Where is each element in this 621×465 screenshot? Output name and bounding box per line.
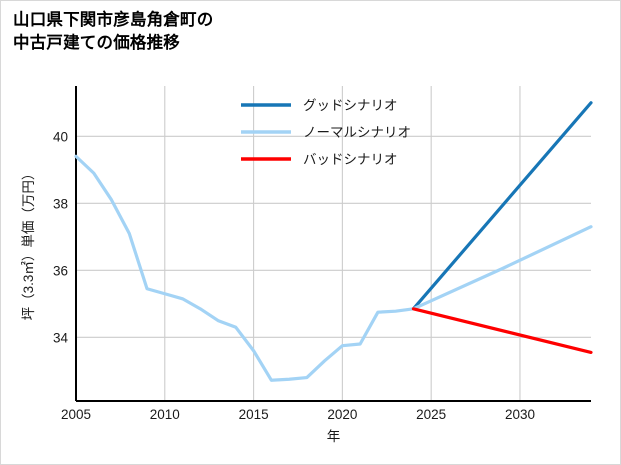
x-tick-label: 2010: [150, 407, 180, 422]
y-tick-label: 36: [53, 263, 68, 278]
x-tick-label: 2020: [327, 407, 357, 422]
series-layer: [74, 101, 593, 382]
legend-label-1: グッドシナリオ: [303, 98, 398, 113]
y-axis-tick-labels: 34 36 38 40: [53, 129, 69, 345]
series-line-2: [74, 154, 593, 382]
x-tick-label: 2005: [61, 407, 91, 422]
x-tick-label: 2025: [416, 407, 446, 422]
plot-frame: [75, 86, 591, 402]
series-line-3: [411, 307, 593, 355]
x-tick-label: 2015: [239, 407, 269, 422]
legend-label-3: バッドシナリオ: [303, 152, 398, 167]
x-tick-label: 2030: [505, 407, 535, 422]
axis-titles: 年 坪（3.3㎡）単価（万円）: [21, 167, 340, 444]
y-tick-label: 34: [53, 330, 69, 345]
page-title: 山口県下関市彦島角倉町の 中古戸建ての価格推移: [13, 11, 214, 53]
legend-label-2: ノーマルシナリオ: [303, 125, 411, 140]
series-line-1: [411, 101, 593, 311]
x-axis-title: 年: [327, 429, 341, 444]
y-tick-label: 38: [53, 196, 68, 211]
x-axis-tick-labels: 2005 2010 2015 2020 2025 2030: [61, 407, 535, 422]
y-axis-title: 坪（3.3㎡）単価（万円）: [21, 167, 36, 321]
y-tick-label: 40: [53, 129, 68, 144]
